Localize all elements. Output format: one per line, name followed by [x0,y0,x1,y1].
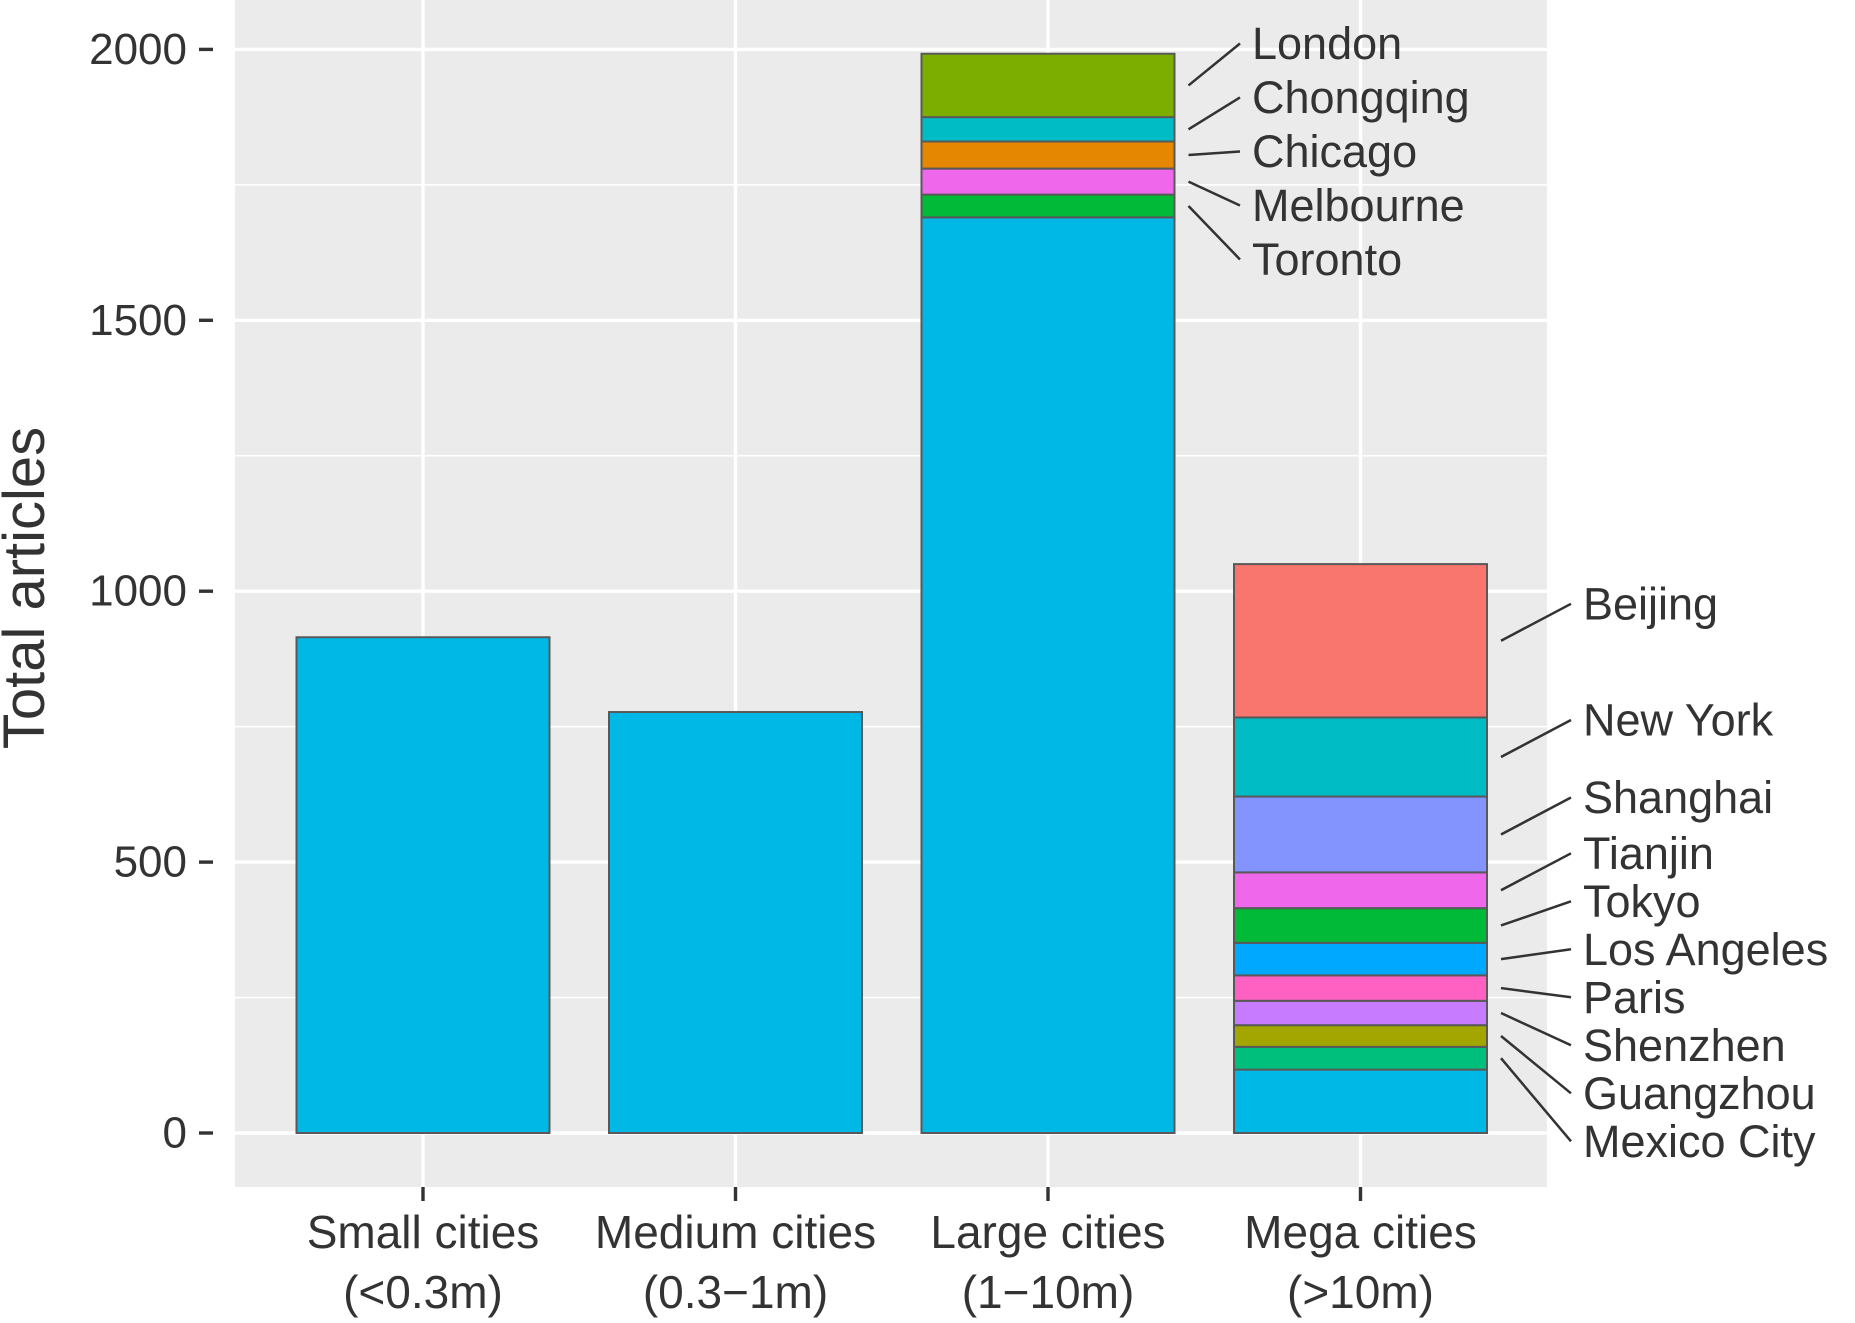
bar-segment [1233,907,1488,944]
y-tick-label: 1000 [89,567,187,616]
leader-line [1500,718,1572,759]
city-label: Guangzhou [1583,1068,1816,1119]
leader-line [1500,796,1572,836]
bar-segment [920,116,1176,143]
x-tick-label-line: (>10m) [1287,1266,1434,1318]
bar-segment [1233,1024,1488,1048]
bar-segment [1233,563,1488,719]
x-tick-label-line: Medium cities [595,1206,876,1258]
bar-segment [608,711,863,1135]
x-tick-label-line: (0.3−1m) [643,1266,828,1318]
bar-segment [1233,1045,1488,1071]
bar-segment [1233,1068,1488,1134]
y-axis-title: Total articles [0,427,57,749]
x-tick-label-line: (<0.3m) [343,1266,503,1318]
bar-segment [920,167,1176,196]
city-label: New York [1583,695,1774,746]
y-tick-label: 1500 [89,296,187,345]
bar-segment [920,140,1176,170]
leader-line [1188,150,1241,157]
city-label: London [1252,18,1402,69]
city-label: Mexico City [1583,1116,1816,1167]
leader-line [1500,986,1572,999]
leader-line [1500,1035,1572,1095]
leader-line [1187,96,1241,131]
y-tick-label: 500 [114,838,187,887]
city-label: Paris [1583,972,1686,1023]
city-label: Chicago [1252,126,1417,177]
y-tick-label: 0 [163,1109,187,1158]
leader-line [1500,948,1572,961]
bar-segment [1233,795,1488,874]
x-tick-label: Large cities (1−10m) [930,1206,1165,1318]
bar-segment [920,52,1176,119]
bar-segment [920,193,1176,219]
x-tick-label: Small cities (<0.3m) [307,1206,540,1318]
leader-line [1500,602,1572,642]
city-label: Toronto [1252,234,1402,285]
bar-segment [920,216,1176,1135]
leader-line [1500,852,1572,892]
x-tick-label-line: Large cities [930,1206,1165,1258]
city-label: Beijing [1583,578,1718,629]
y-axis: 0 500 1000 1500 2000 [89,25,213,1158]
x-tick-label-line: (1−10m) [962,1266,1135,1318]
x-tick-label: Mega cities (>10m) [1244,1206,1477,1318]
leader-line [1187,205,1241,261]
label-leader-lines [1187,42,1572,1143]
bar-segment [1233,999,1488,1027]
leader-line [1500,900,1572,927]
bars [295,52,1488,1135]
city-label: Los Angeles [1583,924,1828,975]
x-tick-label-line: Small cities [307,1206,540,1258]
bar-segment [1233,871,1488,910]
city-label: Shanghai [1583,772,1773,823]
bar-segment [1233,974,1488,1002]
bar-segment [295,636,551,1134]
y-tick-label: 2000 [89,25,187,74]
leader-line [1500,1057,1572,1143]
city-label: Melbourne [1252,180,1465,231]
city-label: Tokyo [1583,876,1701,927]
bar-segment [1233,716,1488,798]
bar-segment [1233,941,1488,977]
city-label: Chongqing [1252,72,1470,123]
x-tick-label: Medium cities (0.3−1m) [595,1206,876,1318]
x-axis: Small cities (<0.3m) Medium cities (0.3−1m)… [307,1187,1477,1318]
leader-line [1187,180,1241,207]
leader-line [1187,42,1241,87]
x-tick-label-line: Mega cities [1244,1206,1477,1258]
city-label: Tianjin [1583,828,1714,879]
leader-line [1500,1011,1572,1047]
city-label: Shenzhen [1583,1020,1786,1071]
